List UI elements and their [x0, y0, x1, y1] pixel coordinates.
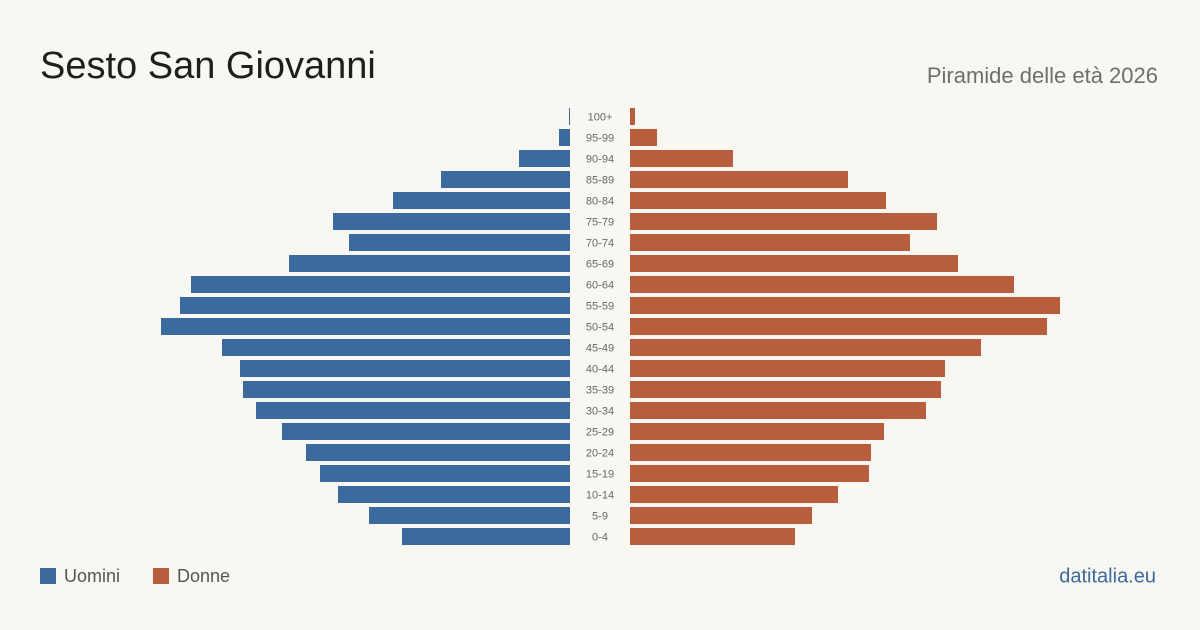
bar-female	[630, 507, 812, 524]
bar-male	[161, 318, 570, 335]
bar-female	[630, 381, 941, 398]
age-label: 35-39	[586, 384, 614, 396]
bar-female	[630, 108, 635, 125]
age-label: 20-24	[586, 447, 614, 459]
age-label: 5-9	[592, 510, 608, 522]
bar-male	[243, 381, 570, 398]
bar-male	[282, 423, 570, 440]
bar-male	[338, 486, 570, 503]
age-label: 0-4	[592, 531, 608, 543]
age-label: 25-29	[586, 426, 614, 438]
bar-male	[393, 192, 570, 209]
bar-male	[519, 150, 570, 167]
bar-female	[630, 402, 926, 419]
bar-female	[630, 339, 981, 356]
bar-male	[289, 255, 570, 272]
age-label: 60-64	[586, 279, 614, 291]
age-label: 95-99	[586, 132, 614, 144]
bar-female	[630, 423, 884, 440]
bar-female	[630, 150, 733, 167]
bar-female	[630, 192, 886, 209]
bar-female	[630, 444, 871, 461]
bar-male	[402, 528, 570, 545]
bar-male	[569, 108, 570, 125]
bar-male	[180, 297, 570, 314]
bar-male	[222, 339, 570, 356]
age-label: 80-84	[586, 195, 614, 207]
bar-female	[630, 465, 869, 482]
legend-label: Donne	[177, 566, 230, 586]
legend-label: Uomini	[64, 566, 120, 586]
bar-male	[333, 213, 570, 230]
age-label: 50-54	[586, 321, 614, 333]
bar-female	[630, 213, 937, 230]
age-label: 70-74	[586, 237, 614, 249]
bar-male	[191, 276, 570, 293]
bar-female	[630, 297, 1060, 314]
bar-female	[630, 276, 1014, 293]
age-label: 90-94	[586, 153, 614, 165]
bar-female	[630, 255, 958, 272]
bar-male	[349, 234, 570, 251]
age-label: 100+	[588, 111, 613, 123]
chart-subtitle: Piramide delle età 2026	[927, 63, 1158, 88]
bar-female	[630, 171, 848, 188]
legend-swatch	[153, 568, 169, 584]
bar-male	[320, 465, 570, 482]
bar-male	[441, 171, 570, 188]
bar-male	[256, 402, 570, 419]
chart-title: Sesto San Giovanni	[40, 45, 376, 87]
bar-male	[559, 129, 570, 146]
age-label: 85-89	[586, 174, 614, 186]
bar-female	[630, 360, 945, 377]
age-label: 55-59	[586, 300, 614, 312]
bar-male	[306, 444, 570, 461]
bar-male	[369, 507, 570, 524]
bar-female	[630, 528, 795, 545]
age-label: 15-19	[586, 468, 614, 480]
age-label: 45-49	[586, 342, 614, 354]
bar-male	[240, 360, 570, 377]
age-label: 10-14	[586, 489, 614, 501]
bar-female	[630, 129, 657, 146]
source: datitalia.eu	[1059, 565, 1156, 587]
bar-female	[630, 234, 910, 251]
age-label: 40-44	[586, 363, 614, 375]
age-label: 75-79	[586, 216, 614, 228]
legend-swatch	[40, 568, 56, 584]
age-label: 30-34	[586, 405, 614, 417]
bar-female	[630, 318, 1047, 335]
age-label: 65-69	[586, 258, 614, 270]
bar-female	[630, 486, 838, 503]
